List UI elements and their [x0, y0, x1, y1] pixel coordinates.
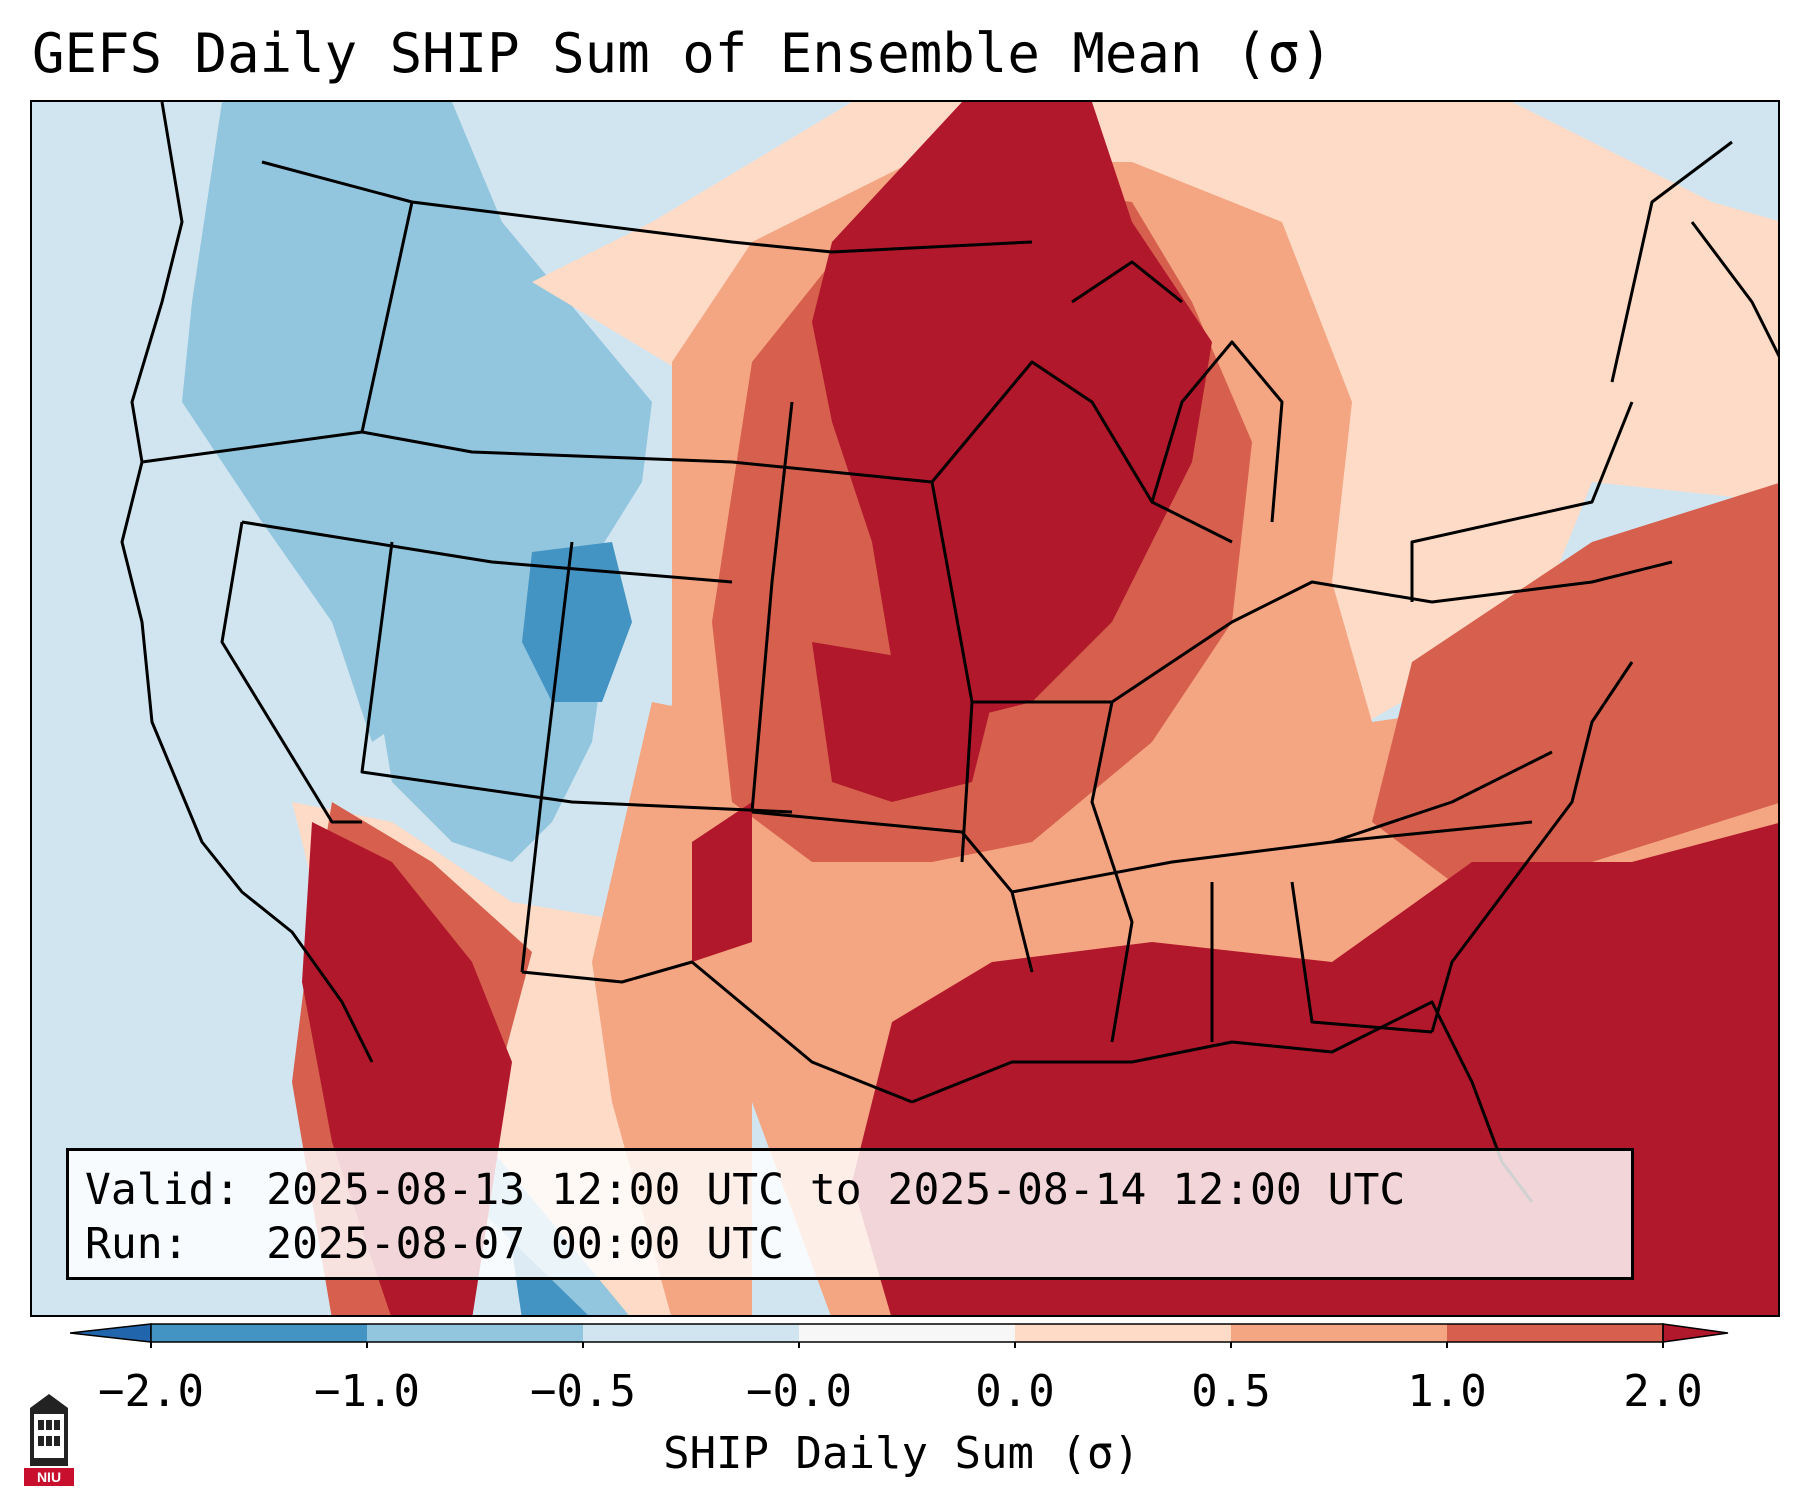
valid-range: 2025-08-13 12:00 UTC to 2025-08-14 12:00… [266, 1165, 1406, 1215]
coastlines [911, 260, 1634, 1203]
colorbar-tick-6: 1.0 [1407, 1366, 1487, 1417]
colorbar-tick-7: 2.0 [1623, 1366, 1703, 1417]
colorbar-segment [1015, 1324, 1231, 1342]
colorbar-segment [367, 1324, 583, 1342]
colorbar-extend-high [1662, 1323, 1729, 1343]
colorbar-tick-5: 0.5 [1191, 1366, 1271, 1417]
colorbar-tick-3: −0.0 [746, 1366, 852, 1417]
colorbar-tick-0: −2.0 [98, 1366, 204, 1417]
run-label: Run: [85, 1219, 189, 1269]
colorbar-segment [1447, 1324, 1663, 1342]
valid-run-infobox: Valid: 2025-08-13 12:00 UTC to 2025-08-1… [66, 1148, 1634, 1280]
colorbar-tick-4: 0.0 [975, 1366, 1055, 1417]
colorbar-extend-low [70, 1323, 152, 1343]
map-panel [30, 100, 1780, 1317]
colorbar-outline [150, 1323, 1664, 1343]
shading-deep-blue-colorado [522, 542, 632, 702]
colorbar-segment [583, 1324, 799, 1342]
colorbar-tick-1: −1.0 [314, 1366, 420, 1417]
niu-logo-icon: NIU [24, 1394, 74, 1486]
shading-dark-red-midwest [812, 102, 1212, 722]
shading-dark-red-newmexico [692, 802, 752, 962]
shading-mid-red-2 [1372, 483, 1778, 882]
run-time: 2025-08-07 00:00 UTC [266, 1219, 784, 1269]
colorbar-segment [1231, 1324, 1447, 1342]
valid-label: Valid: [85, 1165, 241, 1215]
colorbar-tick-2: −0.5 [530, 1366, 636, 1417]
logo-text: NIU [37, 1469, 61, 1485]
shading-dark-red-plains [812, 642, 992, 802]
colorbar-label: SHIP Daily Sum (σ) [663, 1428, 1140, 1479]
colorbar-segment [151, 1324, 367, 1342]
shading-layer [120, 102, 1778, 1315]
state-boundaries [120, 102, 1778, 1104]
map-title: GEFS Daily SHIP Sum of Ensemble Mean (σ) [32, 22, 1333, 85]
colorbar [70, 1323, 1729, 1348]
colorbar-segment [799, 1324, 1015, 1342]
